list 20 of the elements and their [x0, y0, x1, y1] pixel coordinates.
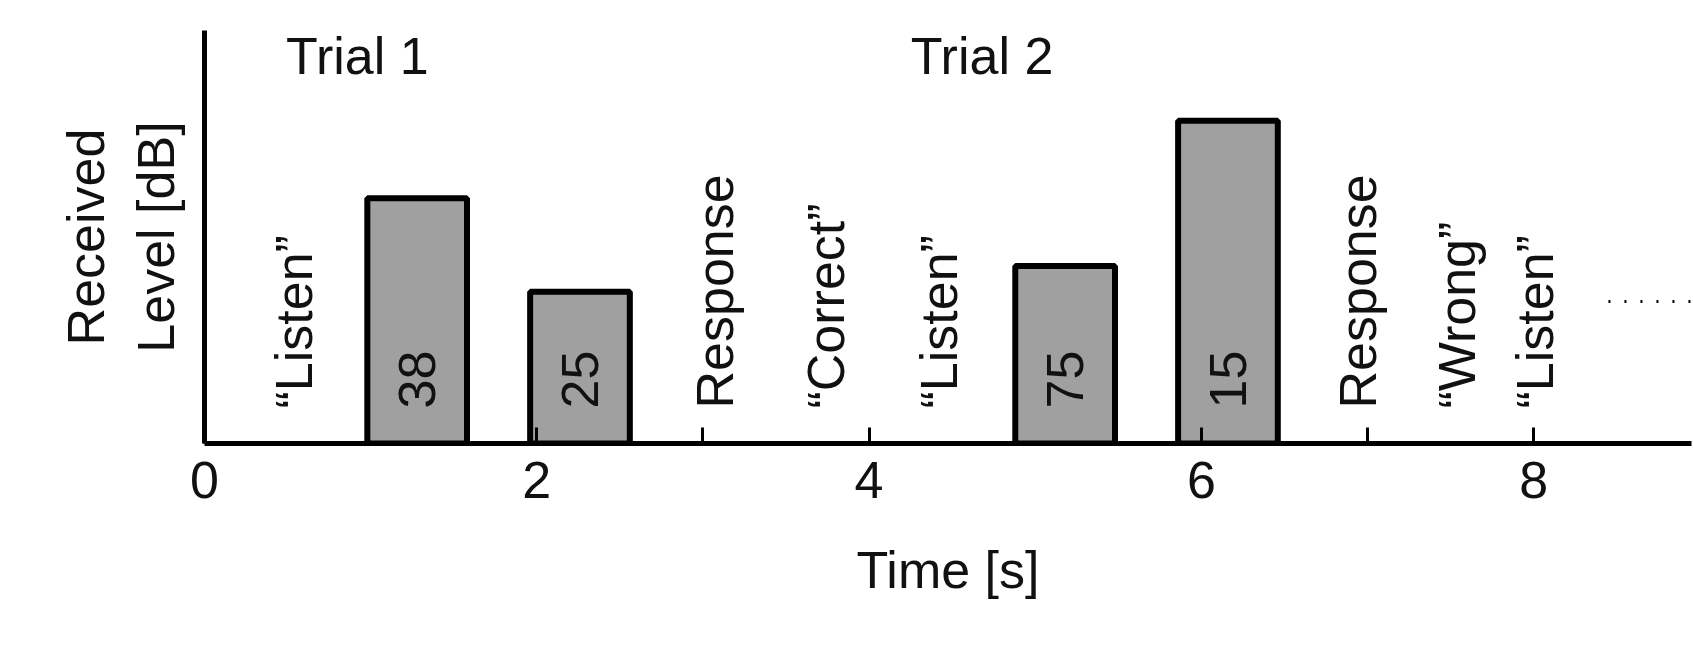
x-tick-label: 6 [1186, 450, 1216, 509]
text: Trial 2 [910, 26, 1054, 85]
y-axis-title: Received Level [dB] [56, 121, 185, 353]
annotation: “Wrong” [1428, 221, 1487, 409]
annotation: Response [685, 174, 744, 409]
annotation: Response [1328, 174, 1387, 409]
text: Trial 1 [286, 26, 429, 85]
x-tick-label: 2 [522, 450, 552, 509]
annotation: “Listen” [265, 235, 324, 409]
annotation: “Listen” [909, 235, 968, 409]
annotation: 15 [1198, 350, 1257, 409]
annotation: 38 [388, 350, 447, 409]
x-tick-label: 8 [1519, 450, 1549, 509]
annotation: “Listen” [1506, 235, 1565, 409]
annotation: 75 [1036, 350, 1095, 409]
x-axis-title: Time [s] [856, 540, 1040, 599]
x-tick-label: 0 [190, 450, 219, 509]
annotation: 25 [550, 350, 609, 409]
annotation: “Correct” [796, 203, 855, 409]
x-tick-label: 4 [854, 450, 884, 509]
